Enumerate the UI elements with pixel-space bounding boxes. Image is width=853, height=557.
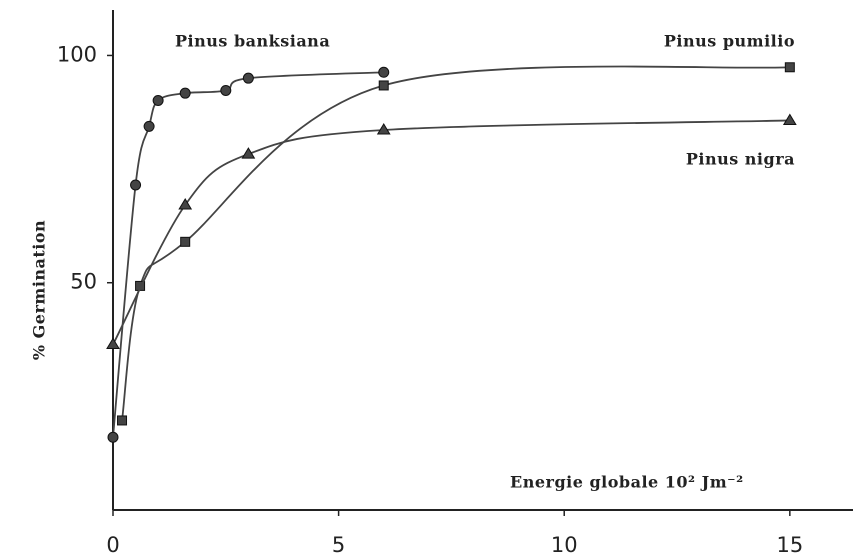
series-line <box>112 119 790 345</box>
point <box>117 415 128 426</box>
point <box>242 72 254 84</box>
point <box>220 84 232 96</box>
point <box>130 179 142 191</box>
point <box>152 94 164 106</box>
y-axis-label: % Germination <box>30 220 49 360</box>
point <box>143 120 155 132</box>
x-tick-label: 0 <box>106 533 119 557</box>
point <box>178 198 193 210</box>
series-label: Pinus banksiana <box>175 32 330 51</box>
x-axis-label: Energie globale 10² Jm⁻² <box>510 473 744 492</box>
point <box>106 337 120 350</box>
x-tick-label: 10 <box>551 533 578 557</box>
series-label: Pinus pumilio <box>664 32 795 51</box>
x-tick-label: 15 <box>776 533 803 557</box>
y-tick-label: 50 <box>70 270 97 294</box>
point <box>180 236 191 247</box>
point <box>376 123 391 135</box>
point <box>107 431 119 443</box>
x-tick-label: 5 <box>332 533 345 557</box>
series-label: Pinus nigra <box>686 150 795 169</box>
series-line <box>121 65 790 421</box>
point <box>378 66 390 78</box>
point <box>782 113 797 125</box>
y-tick-label: 100 <box>57 42 97 66</box>
point <box>784 62 795 73</box>
point <box>179 87 191 99</box>
point <box>241 147 256 159</box>
point <box>378 80 389 91</box>
